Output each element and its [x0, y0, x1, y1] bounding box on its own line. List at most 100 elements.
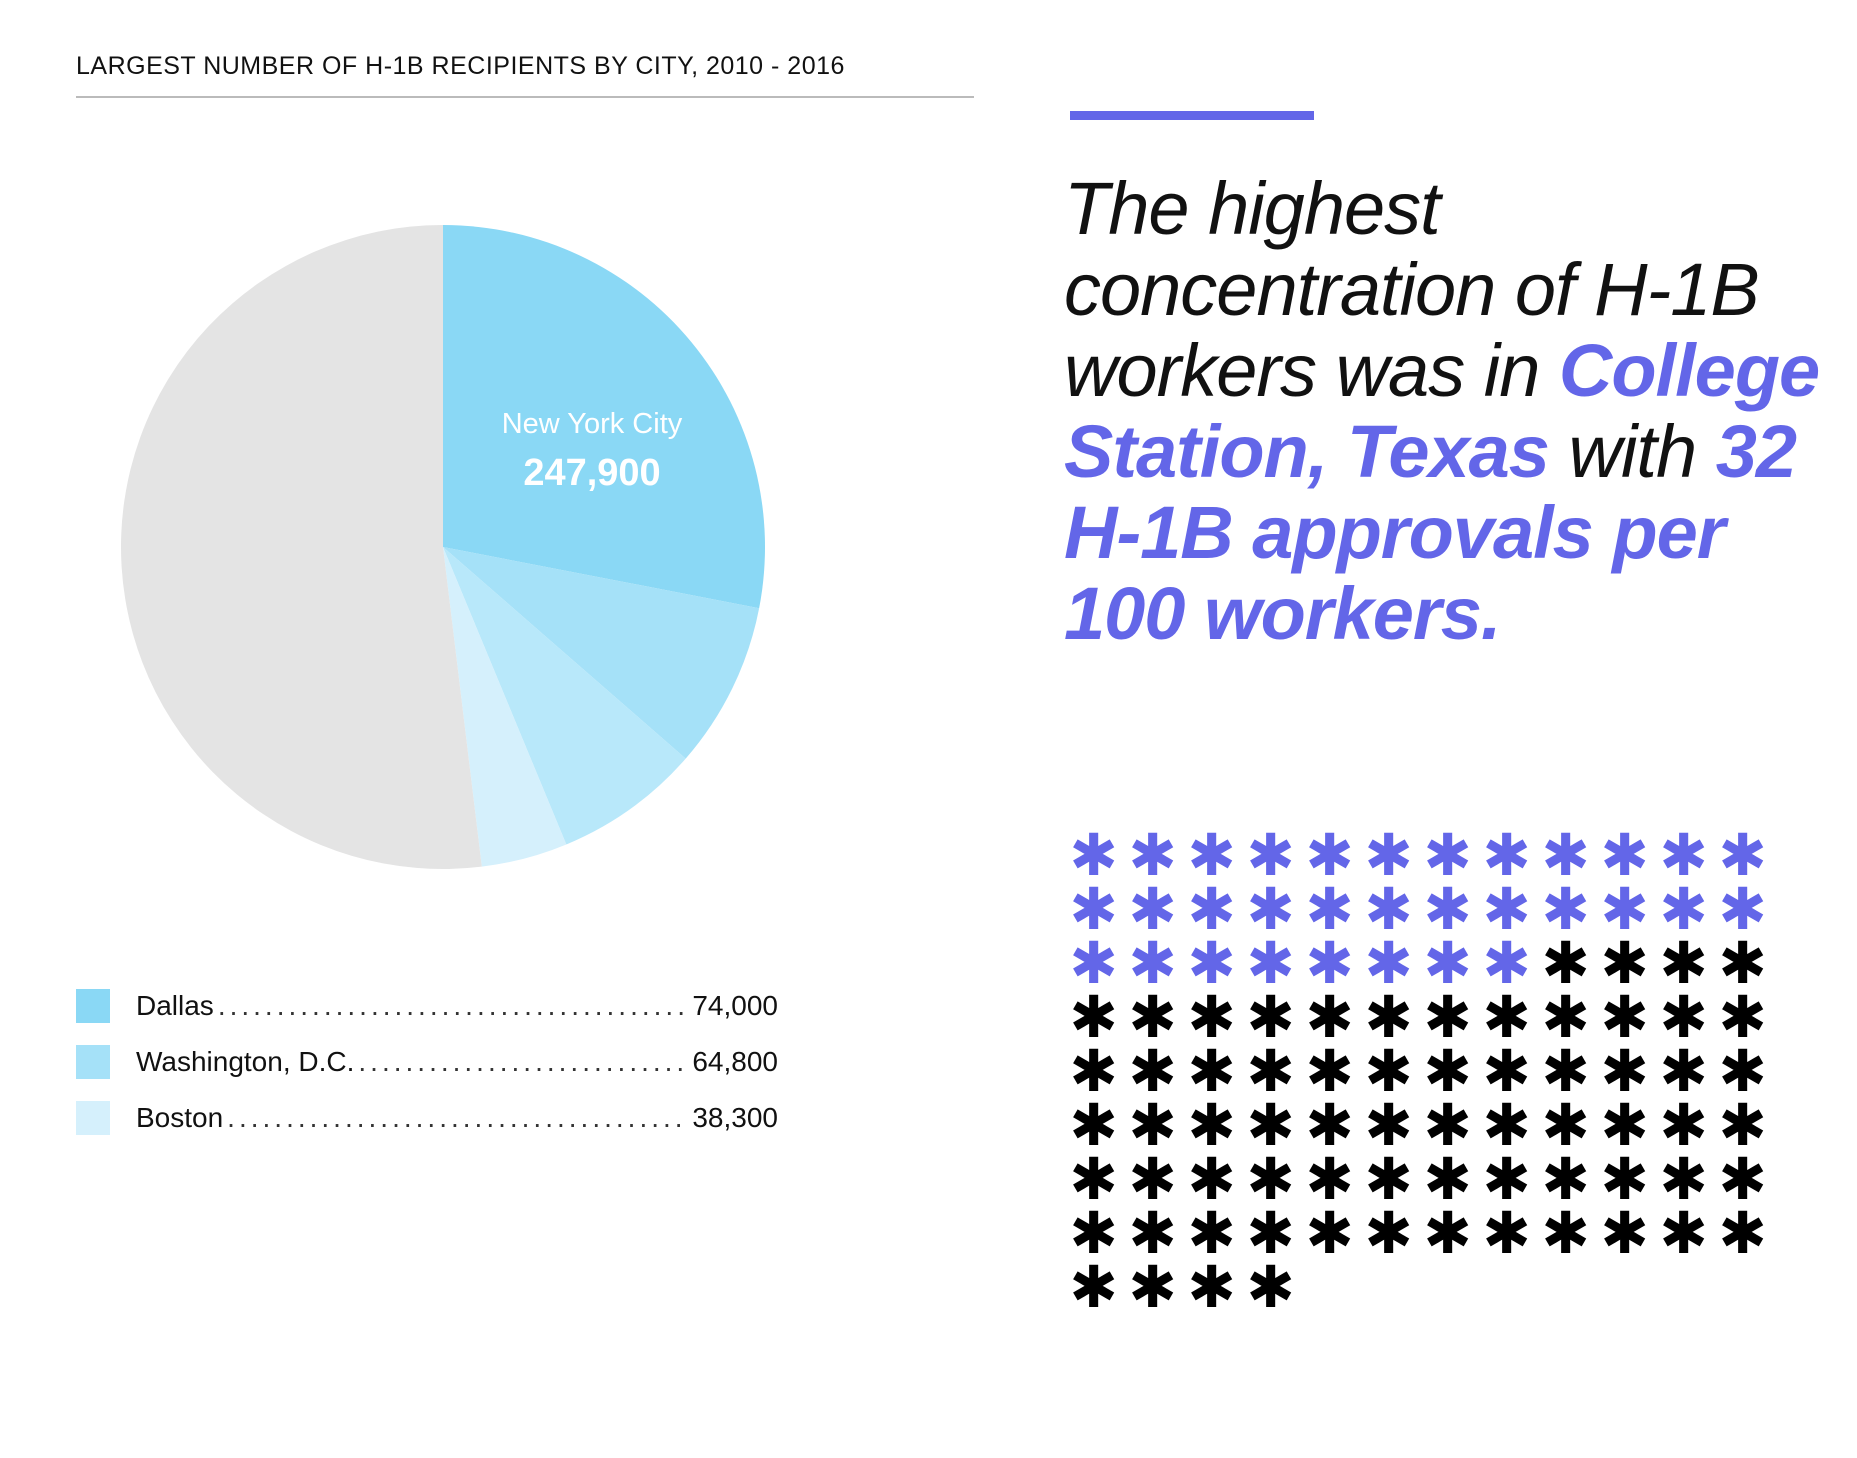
asterisk-icon: ✱ — [1541, 1145, 1590, 1213]
pie-slice — [443, 547, 567, 867]
asterisk-icon: ✱ — [1659, 929, 1708, 997]
chart-title: LARGEST NUMBER OF H-1B RECIPIENTS BY CIT… — [76, 52, 845, 80]
asterisk-icon: ✱ — [1069, 929, 1118, 997]
asterisk-icon: ✱ — [1128, 1199, 1177, 1267]
asterisk-icon: ✱ — [1128, 1253, 1177, 1321]
asterisk-icon: ✱ — [1600, 821, 1649, 889]
legend-item: Dallas 74,000 — [76, 978, 778, 1034]
asterisk-icon: ✱ — [1246, 1091, 1295, 1159]
asterisk-icon: ✱ — [1364, 821, 1413, 889]
asterisk-icon: ✱ — [1718, 1091, 1767, 1159]
callout-headline: The highest concentration of H-1B worker… — [1064, 168, 1824, 654]
pictograph-grid: ✱ ✱ ✱ ✱ ✱ ✱ ✱ ✱ ✱ ✱ ✱ ✱ ✱ ✱ ✱ ✱ ✱ ✱ ✱ ✱ ✱ ✱ ✱ ✱ ✱ ✱ ✱ ✱ ✱ ✱ ✱ ✱ ✱ ✱ ✱ ✱ ✱ ✱ ✱ ✱… — [1064, 821, 1772, 1321]
asterisk-icon: ✱ — [1659, 1091, 1708, 1159]
asterisk-icon: ✱ — [1541, 1199, 1590, 1267]
asterisk-icon: ✱ — [1246, 1253, 1295, 1321]
asterisk-icon: ✱ — [1187, 1091, 1236, 1159]
asterisk-icon: ✱ — [1246, 983, 1295, 1051]
asterisk-icon: ✱ — [1187, 1253, 1236, 1321]
asterisk-icon: ✱ — [1305, 929, 1354, 997]
asterisk-icon: ✱ — [1069, 1091, 1118, 1159]
legend-label: Boston — [136, 1102, 224, 1133]
asterisk-icon: ✱ — [1482, 1145, 1531, 1213]
callout-highlight: College Station, Texas — [1064, 329, 1820, 493]
asterisk-icon: ✱ — [1482, 929, 1531, 997]
asterisk-icon: ✱ — [1069, 821, 1118, 889]
asterisk-icon: ✱ — [1128, 875, 1177, 943]
asterisk-icon: ✱ — [1659, 1199, 1708, 1267]
asterisk-icon: ✱ — [1659, 875, 1708, 943]
asterisk-icon: ✱ — [1364, 1091, 1413, 1159]
asterisk-icon: ✱ — [1069, 875, 1118, 943]
asterisk-icon: ✱ — [1718, 821, 1767, 889]
asterisk-icon: ✱ — [1541, 821, 1590, 889]
legend-value: 74,000 — [692, 990, 778, 1021]
asterisk-icon: ✱ — [1659, 1037, 1708, 1105]
asterisk-icon: ✱ — [1305, 1145, 1354, 1213]
asterisk-icon: ✱ — [1482, 821, 1531, 889]
asterisk-icon: ✱ — [1128, 1091, 1177, 1159]
pie-label-name: New York City — [501, 408, 683, 440]
asterisk-icon: ✱ — [1600, 1037, 1649, 1105]
asterisk-icon: ✱ — [1482, 875, 1531, 943]
asterisk-icon: ✱ — [1600, 1199, 1649, 1267]
asterisk-icon: ✱ — [1069, 983, 1118, 1051]
asterisk-icon: ✱ — [1364, 1199, 1413, 1267]
asterisk-icon: ✱ — [1128, 929, 1177, 997]
asterisk-icon: ✱ — [1423, 1199, 1472, 1267]
asterisk-icon: ✱ — [1659, 821, 1708, 889]
asterisk-icon: ✱ — [1423, 983, 1472, 1051]
asterisk-icon: ✱ — [1187, 983, 1236, 1051]
legend-value: 38,300 — [692, 1102, 778, 1133]
asterisk-icon: ✱ — [1423, 1037, 1472, 1105]
asterisk-icon: ✱ — [1128, 1145, 1177, 1213]
asterisk-icon: ✱ — [1364, 1145, 1413, 1213]
asterisk-icon: ✱ — [1187, 1199, 1236, 1267]
legend-value: 64,800 — [692, 1046, 778, 1077]
asterisk-icon: ✱ — [1069, 1199, 1118, 1267]
asterisk-icon: ✱ — [1600, 875, 1649, 943]
asterisk-icon: ✱ — [1541, 875, 1590, 943]
asterisk-icon: ✱ — [1187, 875, 1236, 943]
asterisk-icon: ✱ — [1305, 983, 1354, 1051]
asterisk-icon: ✱ — [1246, 1199, 1295, 1267]
title-divider — [76, 96, 974, 98]
asterisk-icon: ✱ — [1069, 1253, 1118, 1321]
asterisk-icon: ✱ — [1364, 1037, 1413, 1105]
asterisk-icon: ✱ — [1541, 929, 1590, 997]
asterisk-icon: ✱ — [1423, 1145, 1472, 1213]
asterisk-icon: ✱ — [1305, 1091, 1354, 1159]
asterisk-icon: ✱ — [1600, 1145, 1649, 1213]
asterisk-icon: ✱ — [1128, 983, 1177, 1051]
asterisk-icon: ✱ — [1423, 821, 1472, 889]
asterisk-icon: ✱ — [1600, 929, 1649, 997]
asterisk-icon: ✱ — [1246, 821, 1295, 889]
asterisk-icon: ✱ — [1482, 1037, 1531, 1105]
asterisk-icon: ✱ — [1718, 983, 1767, 1051]
pie-slice — [443, 547, 760, 759]
asterisk-icon: ✱ — [1069, 1037, 1118, 1105]
asterisk-icon: ✱ — [1718, 875, 1767, 943]
pie-slice — [121, 225, 482, 869]
legend-label: Washington, D.C. — [136, 1046, 355, 1077]
legend-swatch — [76, 989, 110, 1023]
asterisk-icon: ✱ — [1718, 1037, 1767, 1105]
asterisk-icon: ✱ — [1718, 1145, 1767, 1213]
legend-label: Dallas — [136, 990, 214, 1021]
asterisk-icon: ✱ — [1305, 1037, 1354, 1105]
leader-dots — [218, 990, 689, 1022]
asterisk-icon: ✱ — [1246, 1145, 1295, 1213]
asterisk-icon: ✱ — [1246, 1037, 1295, 1105]
leader-dots — [227, 1102, 688, 1134]
asterisk-icon: ✱ — [1364, 929, 1413, 997]
asterisk-icon: ✱ — [1364, 983, 1413, 1051]
asterisk-icon: ✱ — [1069, 1145, 1118, 1213]
asterisk-icon: ✱ — [1128, 1037, 1177, 1105]
asterisk-icon: ✱ — [1246, 875, 1295, 943]
asterisk-icon: ✱ — [1600, 983, 1649, 1051]
asterisk-icon: ✱ — [1305, 1199, 1354, 1267]
pie-slice — [443, 547, 686, 845]
pie-slice — [443, 225, 765, 609]
asterisk-icon: ✱ — [1541, 1091, 1590, 1159]
